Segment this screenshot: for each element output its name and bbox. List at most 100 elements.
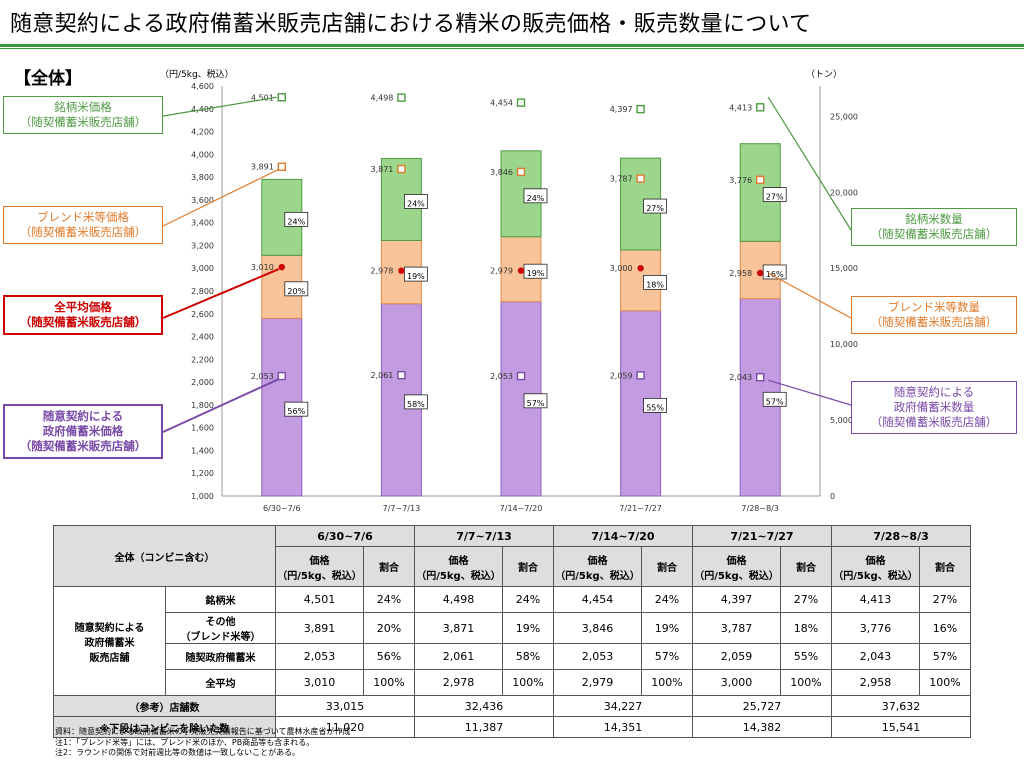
share-col-header: 割合 [780, 546, 832, 587]
price-col-header-line: （円/5kg、税込） [416, 570, 501, 582]
row-label: 銘柄米 [165, 586, 276, 613]
left-axis-tick: 3,200 [191, 241, 214, 250]
callout-gov-price: 随意契約による 政府備蓄米価格 （随契備蓄米販売店舗） [3, 404, 163, 459]
price-col-header-line: 価格 [587, 555, 608, 567]
table-row: 随契政府備蓄米 2,053 56% 2,061 58% 2,053 57% 2,059 55% 2… [54, 643, 971, 670]
price-cell: 3,000 [692, 669, 781, 696]
row-label-line: 全平均 [205, 679, 236, 690]
row-label-line: 銘柄米 [205, 596, 236, 607]
row-label-line: その他 [205, 617, 236, 628]
period-header: 7/7~7/13 [414, 525, 554, 547]
share-cell: 18% [780, 612, 832, 644]
price-marker [636, 174, 645, 183]
combo-chart: 1,000 1,200 1,400 1,600 1,800 2,000 2,200 2,400… [162, 82, 858, 513]
callout-blend-price: ブレンド米等価格 （随契備蓄米販売店舗） [3, 206, 163, 244]
price-cell: 2,059 [692, 643, 781, 670]
table-row: 随意契約による 政府備蓄米 販売店舗 銘柄米 4,501 24% 4,498 24% 4,454… [53, 586, 971, 696]
price-marker [516, 371, 526, 381]
callout-line: 政府備蓄米数量 [893, 400, 975, 414]
left-axis-tick: 4,600 [191, 82, 214, 91]
left-axis-tick: 1,000 [191, 492, 214, 501]
left-axis-tick: 1,800 [191, 401, 214, 410]
callout-line: （随契備蓄米販売店舗） [19, 225, 147, 239]
price-marker [277, 162, 286, 171]
x-axis-tick: 7/21~7/27 [619, 504, 662, 513]
share-label-box [284, 211, 309, 227]
price-marker [277, 93, 286, 102]
price-col-header: 価格 （円/5kg、税込） [414, 546, 503, 587]
share-label-box [643, 397, 667, 413]
share-cell: 56% [363, 643, 415, 670]
price-col-header: 価格 （円/5kg、税込） [553, 546, 642, 587]
store-count-ex-cell: 14,382 [692, 716, 832, 738]
left-axis-tick: 1,600 [191, 424, 214, 433]
share-label: 58% [407, 400, 425, 409]
share-label-box [762, 187, 787, 202]
left-axis-tick: 2,400 [191, 333, 214, 342]
price-col-header-line: （円/5kg、税込） [277, 570, 362, 582]
price-data-label: 3,846 [490, 168, 513, 177]
share-label: 57% [527, 399, 545, 408]
price-col-header-line: （円/5kg、税込） [694, 570, 779, 582]
period-header: 6/30~7/6 [275, 525, 415, 547]
left-axis-tick: 3,800 [191, 173, 214, 182]
share-label-box [643, 198, 667, 214]
callout-line: （随契備蓄米販売店舗） [870, 415, 998, 429]
share-label-box [643, 274, 667, 290]
price-data-label: 2,978 [370, 267, 393, 276]
right-axis-tick: 5,000 [830, 416, 853, 425]
left-axis-tick: 1,200 [191, 469, 214, 478]
row-group-label: 随意契約による 政府備蓄米 販売店舗 [53, 586, 166, 696]
price-cell: 2,053 [275, 643, 364, 670]
price-col-header-line: （円/5kg、税込） [555, 570, 640, 582]
callout-blend-qty: ブレンド米等数量 （随契備蓄米販売店舗） [851, 296, 1017, 334]
share-label: 19% [527, 269, 545, 278]
share-cell: 57% [641, 643, 693, 670]
callout-line: 全平均価格 [54, 300, 112, 314]
right-axis-tick: 25,000 [830, 112, 858, 121]
price-col-header-line: （円/5kg、税込） [833, 570, 918, 582]
store-count-ex-row: ※下段はコンビニを除いた数 11,020 11,387 14,351 14,382 15,… [53, 716, 971, 738]
callout-gov-qty: 随意契約による 政府備蓄米数量 （随契備蓄米販売店舗） [851, 381, 1017, 434]
share-cell: 19% [502, 612, 554, 644]
price-data-label: 2,053 [251, 372, 274, 381]
price-table: 全体（コンビニ含む） 6/30~7/6 7/7~7/13 7/14~7/20 7… [53, 525, 971, 738]
share-label: 19% [407, 272, 425, 281]
share-cell: 16% [919, 612, 971, 644]
share-label-box [762, 391, 787, 407]
right-axis-tick: 20,000 [830, 188, 858, 197]
callout-line: ブレンド米等数量 [888, 300, 980, 314]
share-label-box [403, 194, 428, 209]
left-axis-tick: 2,200 [191, 355, 214, 364]
store-count-cell: 25,727 [692, 695, 832, 717]
store-count-sub-label: ※下段はコンビニを除いた数 [53, 716, 276, 738]
price-marker [398, 267, 405, 274]
callout-brand-price: 銘柄米価格 （随契備蓄米販売店舗） [3, 96, 163, 134]
row-group-label-line: 政府備蓄米 [84, 637, 135, 649]
price-marker [397, 164, 406, 174]
table-corner-label: 全体（コンビニ含む） [53, 525, 276, 587]
share-cell: 27% [780, 586, 832, 613]
price-col-header-line: 価格 [865, 555, 886, 567]
callout-leader-line [162, 268, 280, 319]
price-data-label: 3,871 [370, 165, 393, 174]
price-data-label: 3,891 [251, 163, 274, 172]
share-cell: 24% [363, 586, 415, 613]
price-data-label: 4,501 [251, 93, 274, 102]
footnote: 注2：ラウンドの関係で対前週比等の数値は一致しないことがある。 [55, 748, 301, 757]
share-cell: 100% [363, 669, 415, 696]
footnote: 注1：「ブレンド米等」には、ブレンド米のほか、PB商品等も含まれる。 [55, 737, 315, 747]
price-data-label: 2,979 [490, 267, 513, 276]
price-data-label: 3,787 [610, 175, 633, 184]
price-marker [756, 175, 765, 185]
left-axis-tick: 3,000 [191, 264, 214, 273]
title-rule [0, 44, 1024, 47]
period-header: 7/28~8/3 [831, 525, 971, 547]
share-label-box [403, 394, 428, 410]
callout-leader-line [162, 169, 279, 227]
table-row: 全平均 3,010 100% 2,978 100% 2,979 100% 3,000 100% 2… [54, 669, 971, 696]
callout-line: （随契備蓄米販売店舗） [870, 227, 998, 241]
x-axis-tick: 7/14~7/20 [500, 504, 543, 513]
price-marker [756, 373, 765, 382]
right-axis-tick: 10,000 [830, 340, 858, 349]
